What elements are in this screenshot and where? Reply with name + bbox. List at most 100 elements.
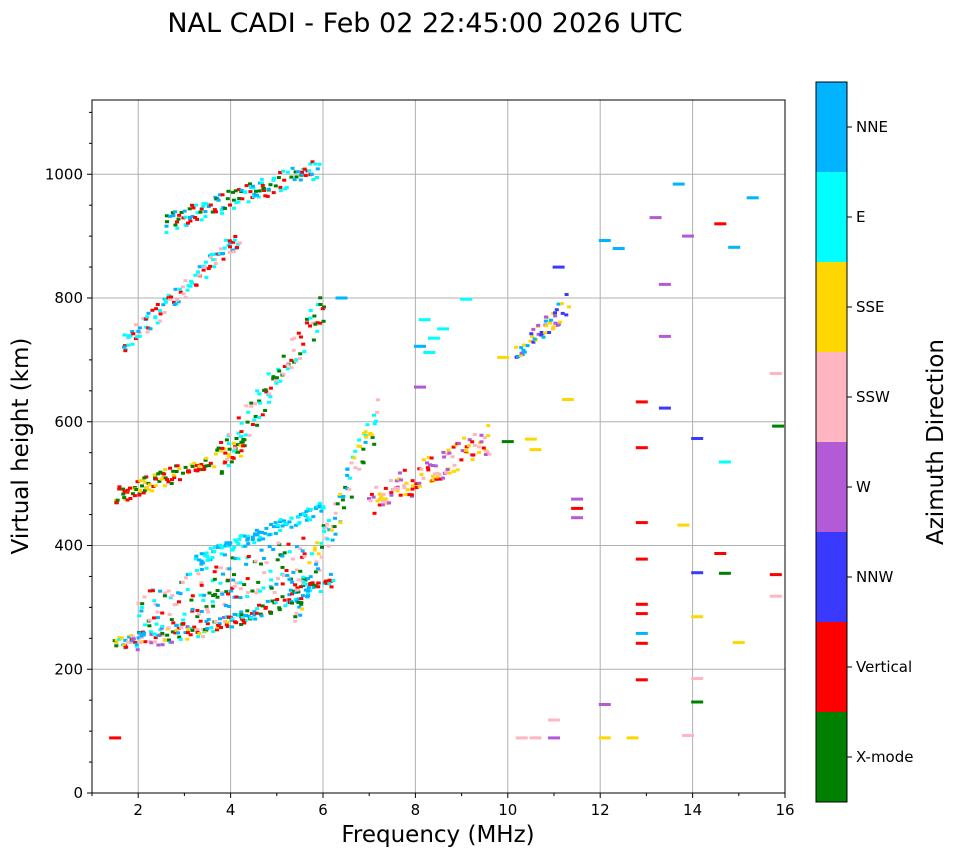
echo-point — [215, 628, 219, 632]
echo-point — [564, 293, 569, 296]
echo-point — [172, 300, 176, 304]
echo-point — [275, 558, 280, 562]
echo-point — [417, 481, 422, 485]
echo-point — [232, 612, 237, 616]
echo-point — [294, 611, 299, 615]
echo-point — [196, 635, 201, 639]
echo-point — [472, 433, 477, 436]
echo-point — [375, 410, 380, 414]
echo-point — [247, 433, 252, 437]
echo-point — [290, 557, 295, 561]
echo-point — [190, 609, 195, 613]
colorbar-frame — [815, 81, 848, 803]
echo-point — [276, 541, 281, 545]
echo-point — [278, 171, 283, 174]
echo-point — [219, 470, 224, 474]
echo-point — [396, 477, 401, 481]
echo-point — [287, 593, 292, 597]
echo-point — [158, 589, 163, 593]
echo-point — [238, 454, 243, 458]
echo-point — [190, 215, 195, 218]
echo-point — [204, 620, 209, 623]
echo-point — [152, 632, 157, 636]
echo-point — [128, 641, 133, 645]
echo-point — [299, 602, 304, 606]
echo-point — [306, 577, 311, 581]
echo-point — [272, 176, 276, 180]
echo-point — [234, 581, 239, 585]
echo-point — [139, 609, 144, 613]
echo-point — [375, 499, 380, 503]
echo-point — [206, 617, 211, 621]
echo-point — [300, 170, 305, 174]
echo-point — [536, 323, 541, 327]
echo-point — [298, 178, 303, 182]
echo-point — [199, 463, 204, 466]
echo-point — [239, 613, 244, 617]
colorbar-swatch — [816, 442, 847, 532]
echo-point — [199, 581, 204, 585]
colorbar-label: Azimuth Direction — [923, 339, 949, 545]
echo-point — [626, 736, 639, 740]
echo-point — [187, 207, 192, 211]
echo-point — [186, 469, 191, 473]
echo-point — [369, 492, 374, 496]
echo-point — [250, 423, 255, 426]
echo-point — [253, 533, 258, 537]
echo-point — [213, 620, 218, 623]
echo-point — [238, 581, 243, 585]
echo-point — [123, 349, 128, 353]
echo-point — [371, 495, 376, 499]
echo-point — [319, 541, 324, 545]
echo-point — [290, 166, 295, 170]
echo-point — [441, 450, 446, 454]
echo-point — [208, 264, 213, 268]
echo-point — [158, 309, 162, 313]
echo-point — [170, 478, 174, 482]
echo-point — [544, 324, 549, 328]
echo-point — [280, 554, 285, 558]
echo-point — [481, 446, 486, 450]
echo-point — [243, 534, 248, 538]
echo-point — [300, 549, 305, 553]
echo-point — [361, 461, 366, 465]
echo-point — [514, 345, 519, 349]
echo-point — [178, 478, 182, 482]
echo-point — [556, 322, 561, 326]
echo-point — [315, 303, 320, 307]
echo-point — [158, 470, 163, 474]
echo-point — [305, 591, 310, 595]
echo-point — [399, 478, 403, 482]
echo-point — [212, 570, 217, 574]
echo-point — [126, 343, 131, 347]
echo-point — [209, 626, 214, 630]
echo-point — [245, 609, 250, 613]
echo-point — [117, 637, 122, 641]
echo-point — [212, 208, 217, 212]
echo-point — [551, 327, 555, 331]
echo-point — [290, 337, 295, 341]
echo-point — [244, 562, 249, 566]
echo-point — [229, 618, 234, 622]
echo-point — [271, 191, 276, 195]
echo-point — [303, 588, 308, 592]
echo-point — [218, 543, 223, 547]
echo-point — [141, 478, 146, 482]
echo-point — [212, 546, 217, 549]
echo-point — [327, 582, 332, 586]
echo-point — [281, 169, 286, 173]
echo-point — [239, 623, 244, 626]
echo-point — [169, 618, 174, 622]
echo-point — [289, 175, 294, 179]
echo-point — [479, 433, 484, 437]
echo-point — [262, 557, 266, 560]
echo-point — [239, 435, 244, 438]
echo-point — [522, 350, 527, 354]
echo-point — [314, 562, 319, 566]
echo-point — [310, 160, 315, 164]
echo-point — [185, 573, 190, 576]
x-tick-label: 12 — [591, 801, 610, 819]
echo-point — [313, 570, 318, 574]
echo-point — [283, 604, 288, 608]
echo-point — [363, 440, 368, 444]
